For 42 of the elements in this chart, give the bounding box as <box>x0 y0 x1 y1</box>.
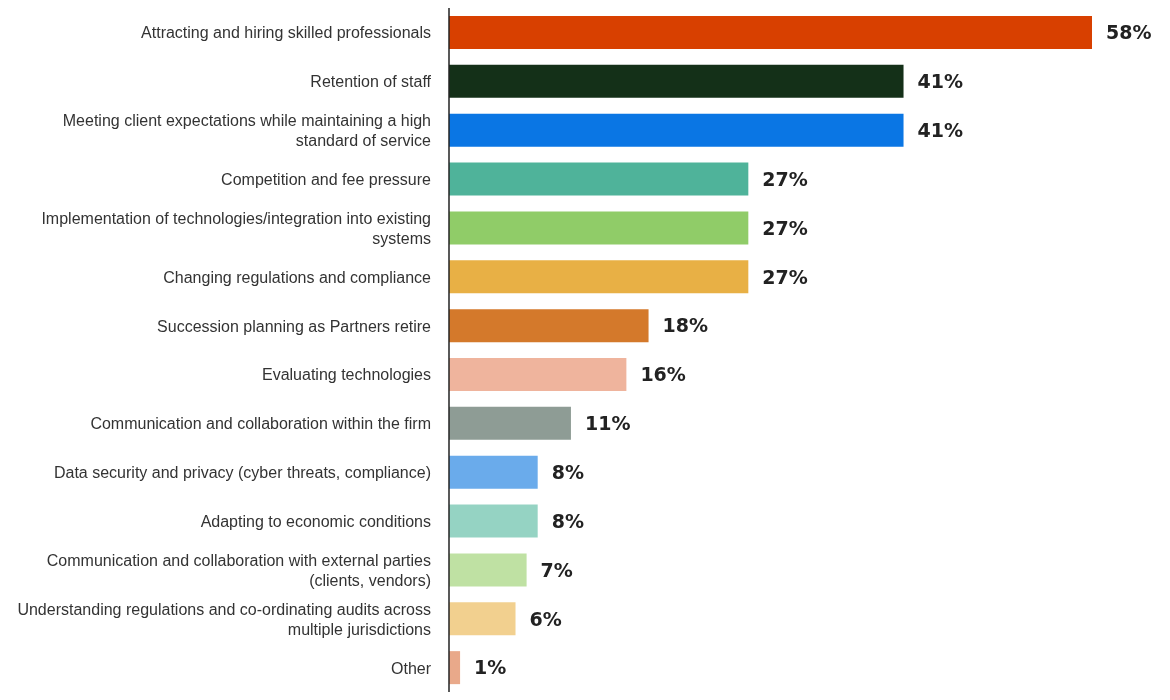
y-tick-label: Understanding regulations and co-ordinating audits across multiple jurisdictions <box>17 600 431 638</box>
y-tick-label: Evaluating technologies <box>261 365 431 383</box>
bar <box>449 309 649 343</box>
data-label: 27% <box>762 216 808 239</box>
y-tick-label: Retention of staff <box>310 72 432 90</box>
data-label: 58% <box>1106 21 1152 44</box>
bar <box>449 455 538 489</box>
bar <box>449 651 461 685</box>
bar <box>449 162 749 196</box>
bar <box>449 16 1092 49</box>
data-label: 11% <box>584 412 631 435</box>
data-label: 7% <box>540 558 573 581</box>
y-tick-label: Other <box>390 659 432 677</box>
y-tick-label: Data security and privacy (cyber threats, compliance) <box>53 463 431 481</box>
bar <box>449 211 749 245</box>
y-tick-label: Implementation of technologies/integration into existing systems <box>41 209 431 247</box>
data-label: 41% <box>917 70 964 93</box>
bar <box>449 113 904 147</box>
data-label: 27% <box>762 167 808 190</box>
data-label: 18% <box>662 314 709 337</box>
y-tick-label: Changing regulations and compliance <box>163 268 432 286</box>
y-tick-label: Adapting to economic conditions <box>200 512 431 530</box>
y-tick-label: Attracting and hiring skilled professionals <box>141 23 431 41</box>
y-tick-label: Succession planning as Partners retire <box>157 317 432 335</box>
bar <box>449 406 571 440</box>
data-label: 1% <box>474 656 507 679</box>
bar <box>449 260 749 294</box>
y-tick-label: Meeting client expectations while maintaining a high standard of service <box>62 111 432 149</box>
y-tick-label: Communication and collaboration with external parties (clients, vendors) <box>46 551 431 589</box>
bar <box>449 64 904 98</box>
data-label: 8% <box>551 509 584 532</box>
data-label: 16% <box>640 363 686 386</box>
bar <box>449 504 538 538</box>
data-label: 6% <box>529 607 562 630</box>
data-label: 27% <box>762 265 808 288</box>
bar <box>449 602 516 636</box>
bar <box>449 553 527 587</box>
data-label: 41% <box>917 118 964 141</box>
data-label: 8% <box>551 460 584 483</box>
bar <box>449 358 627 391</box>
y-tick-label: Communication and collaboration within the firm <box>90 414 431 432</box>
y-tick-label: Competition and fee pressure <box>221 170 432 188</box>
